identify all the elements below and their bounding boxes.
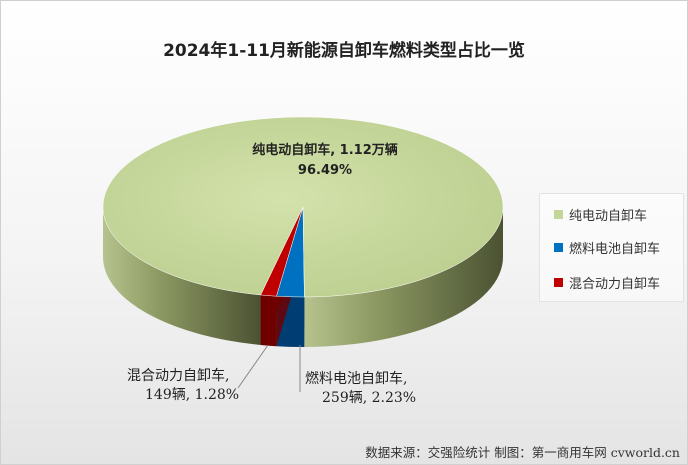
- pie-slice-bev: [102, 116, 504, 298]
- legend-label-fcev: 燃料电池自卸车: [569, 241, 661, 257]
- chart-title: 2024年1-11月新能源自卸车燃料类型占比一览: [163, 41, 525, 61]
- legend-swatch-bev: [554, 209, 563, 219]
- label-fcev-line2: 259辆, 2.23%: [322, 390, 416, 406]
- label-hev-line1: 混合动力自卸车,: [127, 367, 229, 384]
- source-note: 数据来源：交强险统计 制图：第一商用车网 cvworld.cn: [365, 445, 680, 460]
- leader-line-hev: [237, 344, 269, 389]
- legend-item-hev: 混合动力自卸车: [554, 272, 660, 292]
- legend: 纯电动自卸车 燃料电池自卸车 混合动力自卸车: [539, 193, 684, 302]
- legend-item-bev: 纯电动自卸车: [554, 204, 647, 224]
- label-fcev-line1: 燃料电池自卸车,: [305, 370, 407, 387]
- legend-label-bev: 纯电动自卸车: [569, 208, 648, 224]
- label-bev-line1: 纯电动自卸车, 1.12万辆: [252, 142, 398, 158]
- legend-item-fcev: 燃料电池自卸车: [554, 237, 660, 257]
- legend-swatch-hev: [554, 277, 563, 287]
- label-bev-line2: 96.49%: [298, 163, 352, 178]
- pie-slices: [102, 116, 504, 348]
- label-hev-line2: 149辆, 1.28%: [145, 387, 239, 403]
- legend-swatch-fcev: [554, 242, 563, 252]
- pie-side-bev: [103, 207, 261, 345]
- pie-side-bev: [304, 207, 503, 347]
- legend-label-hev: 混合动力自卸车: [569, 276, 661, 292]
